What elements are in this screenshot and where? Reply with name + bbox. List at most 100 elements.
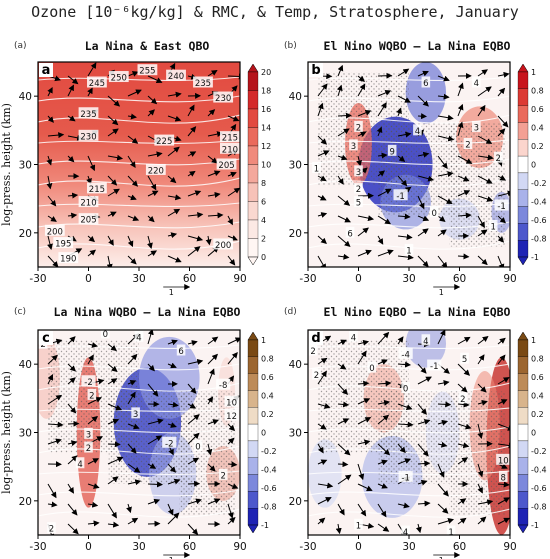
contour-label-box — [53, 237, 74, 249]
contour-label: -1 — [497, 202, 505, 212]
wind-vector — [107, 211, 117, 218]
wind-vector — [497, 423, 510, 431]
contour-label-box — [308, 344, 318, 356]
wind-vector — [127, 479, 142, 486]
wind-vector — [477, 483, 483, 494]
y-tick-label: 20 — [289, 228, 302, 240]
contour-label-box — [354, 196, 363, 208]
wind-vector — [397, 443, 406, 454]
wind-vector — [107, 188, 120, 197]
wind-vector — [417, 175, 435, 182]
wind-vector — [147, 418, 164, 425]
shaded-region — [308, 439, 342, 508]
colorbar-segment — [517, 390, 529, 408]
colorbar-tick-label: 2 — [261, 235, 266, 244]
wind-vector — [317, 135, 328, 145]
wind-vector — [67, 84, 74, 97]
contour-label: 10 — [498, 456, 509, 466]
wind-vector — [437, 401, 452, 408]
colorbar-tick-label: 0.8 — [531, 87, 544, 96]
x-tick-label: 60 — [453, 541, 466, 553]
field-background — [38, 62, 240, 267]
wind-vector — [337, 253, 350, 260]
wind-vector — [127, 255, 137, 265]
wind-vector — [357, 503, 367, 517]
contour-label: 2 — [460, 395, 465, 405]
wind-vector — [147, 498, 161, 505]
wind-vector — [227, 255, 236, 266]
wind-vector — [457, 363, 471, 376]
contour-label: 4 — [136, 333, 141, 343]
contour-line — [308, 240, 510, 250]
wind-vector — [227, 115, 240, 122]
wind-vector — [337, 215, 351, 223]
wind-vector — [477, 463, 484, 478]
contour-label-box — [463, 138, 473, 149]
colorbar-segment — [517, 423, 529, 442]
contour-label-box — [81, 375, 96, 387]
y-tick-label: 40 — [289, 359, 302, 371]
colorbar-tick-label: 0.2 — [531, 410, 544, 419]
wind-vector — [497, 354, 506, 365]
wind-vector — [397, 458, 412, 465]
wind-vector — [167, 194, 182, 201]
colorbar-top-triangle — [517, 63, 529, 73]
wind-vector — [477, 399, 488, 406]
contour-label-box — [166, 69, 186, 81]
wind-vector — [477, 195, 494, 202]
wind-vector — [417, 403, 427, 415]
contour-label-box — [216, 378, 231, 390]
colorbar-tick-label: 0 — [261, 429, 266, 438]
contour-label: 0 — [103, 330, 108, 340]
colorbar-segment — [517, 189, 529, 207]
wind-vector — [127, 391, 136, 405]
y-axis-label: log-press. height (km) — [0, 103, 13, 226]
wind-vector — [127, 194, 137, 201]
wind-vector — [317, 517, 326, 525]
wind-vector — [147, 363, 155, 372]
colorbar-segment — [517, 356, 529, 374]
x-tick-label: 0 — [85, 273, 92, 285]
contour-label-box — [345, 226, 355, 238]
wind-vector — [417, 419, 431, 425]
wind-vector — [477, 175, 493, 184]
wind-vector — [437, 503, 449, 514]
wind-vector — [477, 69, 488, 77]
contour-label: 2 — [49, 525, 54, 535]
wind-vector — [67, 192, 79, 199]
wind-vector — [377, 170, 386, 177]
contour-line — [308, 158, 510, 166]
colorbar-tick-label: 0.4 — [531, 392, 544, 401]
wind-vector — [317, 235, 327, 245]
wind-vector — [317, 370, 327, 385]
wind-vector — [67, 155, 75, 163]
wind-vector — [227, 517, 236, 525]
wind-vector — [437, 195, 453, 204]
wind-vector — [107, 115, 119, 126]
contour-label: 240 — [168, 72, 184, 82]
contour-label-box — [429, 206, 439, 218]
wind-vector — [187, 498, 202, 505]
colorbar-tick-label: -0.2 — [531, 179, 547, 188]
panel-letter: d — [311, 331, 320, 346]
wind-vector — [107, 456, 124, 465]
wind-vector — [167, 512, 180, 525]
panel-title: La Nina WQBO – La Nina EQBO — [54, 305, 241, 319]
contour-line — [308, 426, 510, 434]
contour-label-box — [349, 330, 358, 342]
colorbar-tick-label: 16 — [261, 105, 271, 114]
wind-vector — [337, 154, 348, 161]
wind-vector — [337, 418, 350, 425]
colorbar-tick-label: 1 — [531, 68, 536, 77]
contour-label-box — [220, 131, 240, 143]
colorbar-segment — [247, 182, 259, 202]
wind-vector — [227, 73, 240, 80]
wind-vector — [47, 354, 58, 365]
wind-vector — [457, 517, 467, 525]
contour-label-box — [213, 238, 234, 250]
contour-label-box — [162, 436, 177, 448]
wind-vector — [357, 131, 367, 137]
wind-vector — [457, 212, 472, 219]
wind-vector — [46, 155, 53, 166]
colorbar-tick-label: 0 — [261, 253, 266, 262]
